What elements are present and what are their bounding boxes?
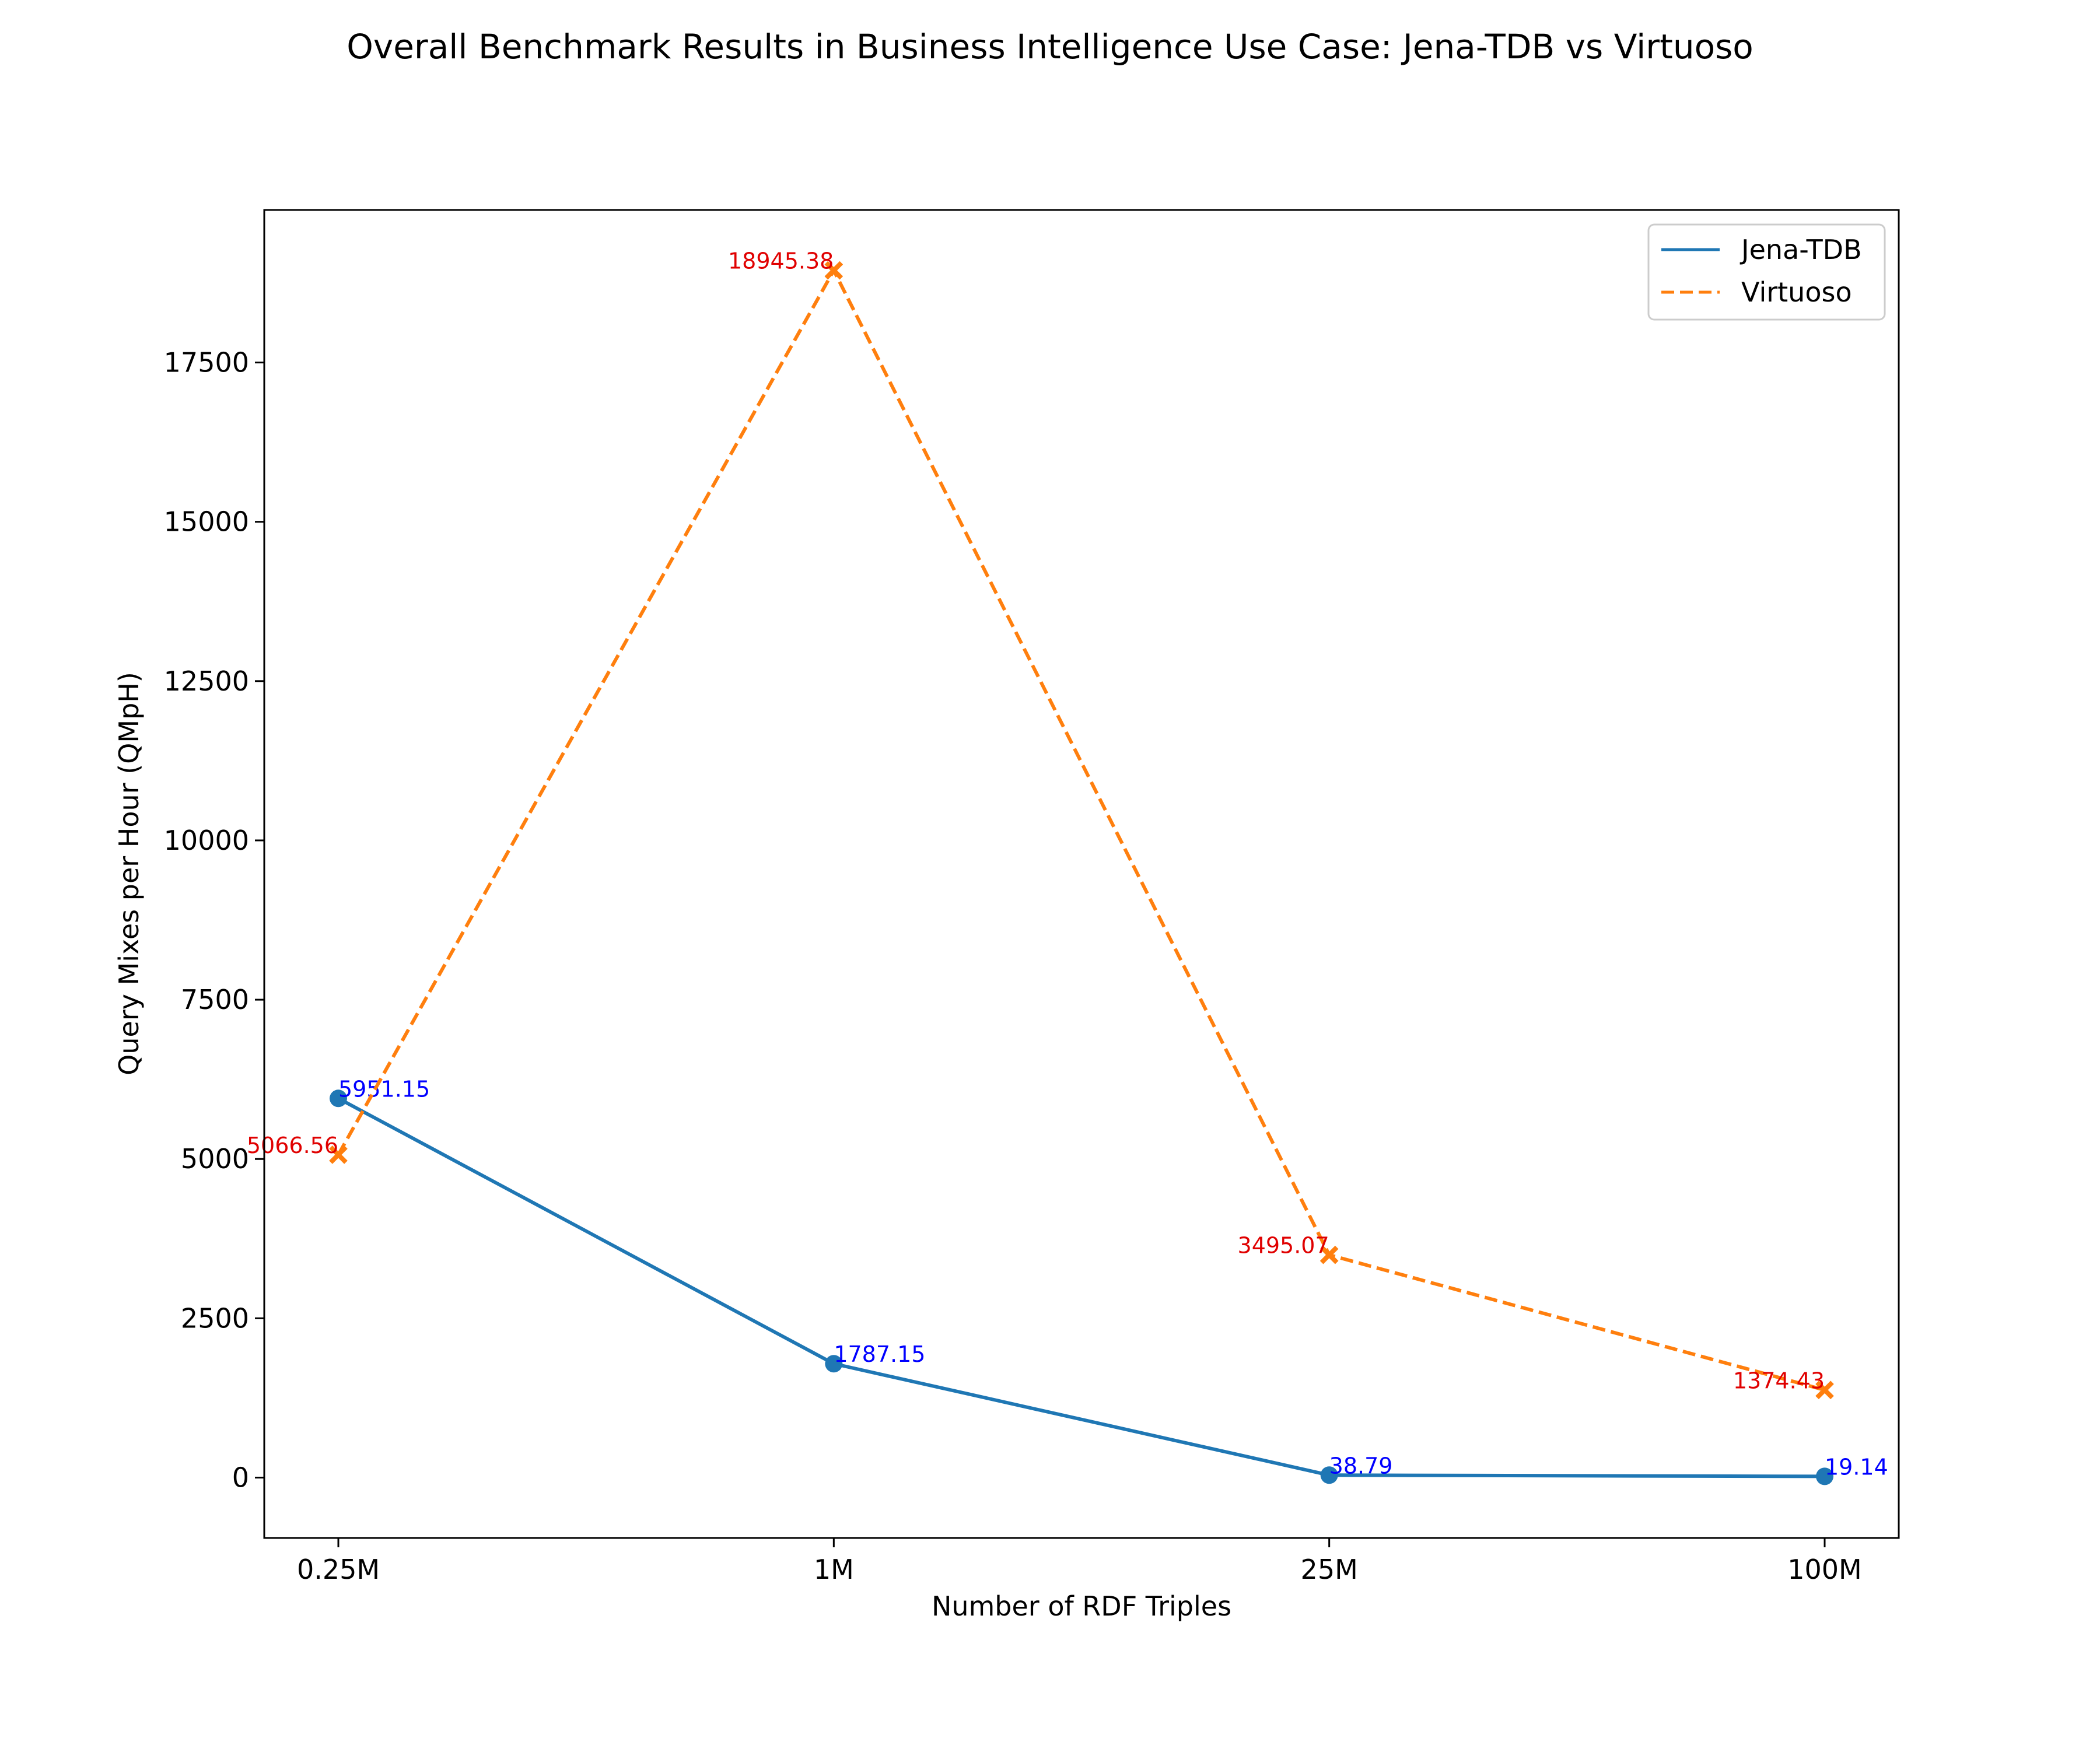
- y-tick-label: 15000: [164, 506, 249, 538]
- x-tick-label: 100M: [1787, 1554, 1862, 1585]
- y-tick-label: 17500: [164, 347, 249, 379]
- legend-label-jena-tdb: Jena-TDB: [1740, 234, 1862, 265]
- series-line-jena-tdb: [337, 1096, 1825, 1478]
- data-point-jena-tdb: [1320, 1466, 1338, 1484]
- x-tick-label: 25M: [1301, 1554, 1358, 1585]
- data-label-virtuoso: 18945.38: [728, 248, 834, 274]
- data-point-jena-tdb: [825, 1355, 843, 1373]
- data-point-virtuoso: [1815, 1380, 1834, 1400]
- data-point-virtuoso: [329, 1145, 348, 1164]
- legend-label-virtuoso: Virtuoso: [1741, 276, 1852, 308]
- legend: Jena-TDB Virtuoso: [1647, 223, 1886, 321]
- y-tick-label: 2500: [181, 1302, 249, 1334]
- y-tick-label: 12500: [164, 665, 249, 697]
- y-tick-label: 7500: [181, 984, 249, 1015]
- data-label-virtuoso: 3495.07: [1238, 1233, 1329, 1259]
- series-line-virtuoso: [337, 268, 1825, 1392]
- y-tick-label: 5000: [181, 1143, 249, 1175]
- y-axis-label: Query Mixes per Hour (QMpH): [113, 672, 145, 1075]
- y-tick-label: 10000: [164, 825, 249, 856]
- x-tick-label: 0.25M: [297, 1554, 380, 1585]
- data-point-jena-tdb: [330, 1089, 347, 1108]
- data-point-virtuoso: [824, 261, 844, 280]
- data-label-jena-tdb: 38.79: [1329, 1453, 1393, 1478]
- data-label-virtuoso: 5066.56: [247, 1133, 338, 1158]
- data-label-jena-tdb: 19.14: [1825, 1454, 1888, 1480]
- data-point-jena-tdb: [1816, 1467, 1833, 1485]
- data-label-virtuoso: 1374.43: [1733, 1368, 1825, 1393]
- plot-frame: [263, 209, 1900, 1539]
- chart-title: Overall Benchmark Results in Business In…: [346, 27, 1754, 66]
- y-tick-label: 0: [232, 1462, 249, 1494]
- data-point-virtuoso: [1320, 1245, 1339, 1264]
- plot-area: 0 2500 5000 7500 10000 12500 15000 17500 0.25M 1M…: [164, 248, 1888, 1585]
- data-label-jena-tdb: 5951.15: [338, 1076, 430, 1102]
- data-label-jena-tdb: 1787.15: [834, 1341, 925, 1367]
- x-axis-label: Number of RDF Triples: [932, 1590, 1231, 1622]
- x-tick-label: 1M: [814, 1554, 854, 1585]
